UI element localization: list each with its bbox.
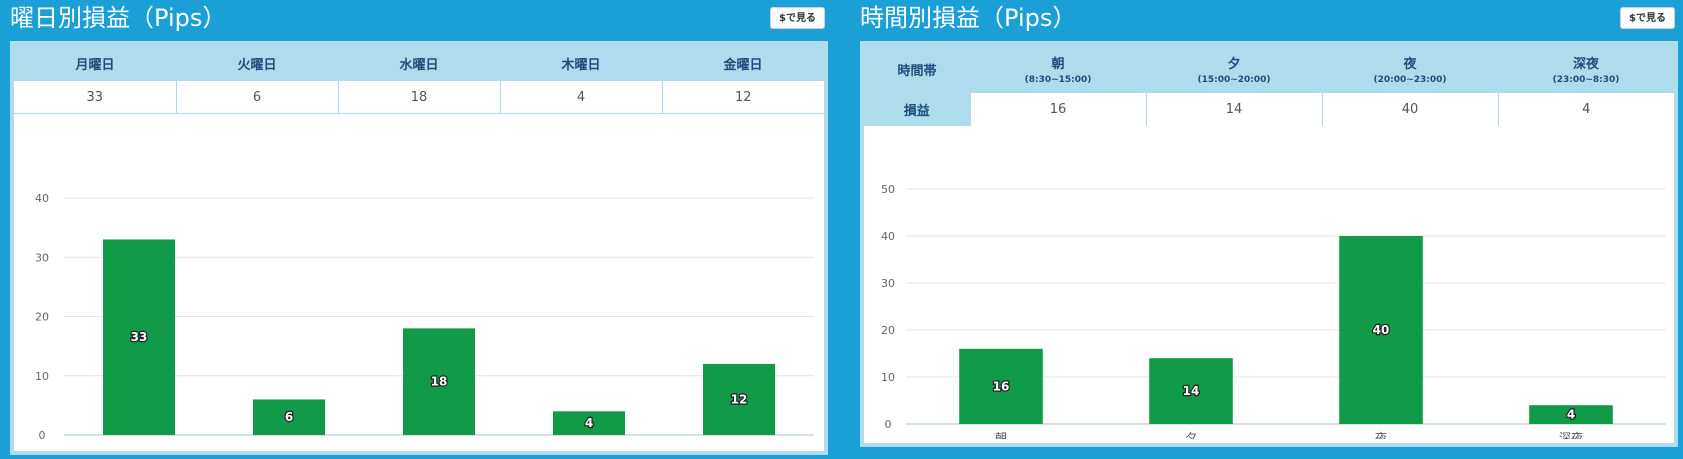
weekday-value-thu: 4	[499, 81, 662, 114]
y-tick-label: 10	[881, 371, 895, 384]
bar-data-label: 6	[285, 410, 293, 424]
category-label: 深夜	[1559, 430, 1583, 439]
timeslot-value-night: 40	[1321, 93, 1498, 126]
weekday-usd-button[interactable]: $で見る	[770, 7, 825, 29]
bar	[1149, 358, 1233, 424]
grid	[906, 188, 1666, 425]
timeslot-card: 時間帯 朝 (8:30~15:00) 夕 (15:00~20:00) 夜 (20…	[860, 41, 1678, 447]
y-tick-label: 20	[35, 311, 49, 324]
weekday-panel-title: 曜日別損益（Pips）	[10, 4, 227, 32]
y-tick-label: 40	[35, 192, 49, 205]
bar-data-label: 12	[731, 392, 748, 406]
category-label: 朝	[995, 431, 1007, 439]
bar	[1339, 236, 1423, 424]
bar-data-label: 16	[993, 379, 1010, 393]
bar-data-label: 18	[431, 375, 448, 389]
timeslot-header-morning-name: 朝	[1051, 57, 1065, 72]
weekday-header-fri: 金曜日	[662, 45, 824, 81]
timeslot-header-latenight: 深夜 (23:00~8:30)	[1498, 45, 1674, 93]
weekday-summary-table: 月曜日 火曜日 水曜日 木曜日 金曜日 33 6 18 4 12	[14, 45, 824, 114]
timeslot-value-morning: 16	[969, 93, 1146, 126]
bar-data-label: 40	[1373, 323, 1390, 337]
weekday-value-mon: 33	[14, 81, 176, 114]
weekday-header-tue: 火曜日	[176, 45, 338, 81]
timeslot-header-night-name: 夜	[1403, 57, 1417, 72]
y-tick-label: 50	[881, 183, 895, 196]
bar	[253, 399, 325, 435]
timeslot-header-night-range: (20:00~23:00)	[1373, 75, 1447, 85]
bar	[553, 411, 625, 435]
timeslot-header-latenight-name: 深夜	[1572, 57, 1599, 72]
timeslot-header-night: 夜 (20:00~23:00)	[1322, 45, 1498, 93]
y-tick-label: 30	[35, 251, 49, 264]
timeslot-header-latenight-range: (23:00~8:30)	[1552, 75, 1620, 85]
timeslot-header-evening-name: 夕	[1227, 57, 1241, 72]
timeslot-usd-button[interactable]: $で見る	[1620, 7, 1675, 29]
y-tick-label: 0	[39, 429, 46, 441]
bar-data-label: 4	[1567, 408, 1575, 422]
bar	[403, 328, 475, 435]
weekday-header-mon: 月曜日	[14, 45, 176, 81]
weekday-bar-chart: 01020304033月6火18水4木12金	[35, 192, 814, 441]
bar-data-label: 14	[1183, 384, 1200, 398]
timeslot-header-evening: 夕 (15:00~20:00)	[1146, 45, 1322, 93]
y-tick-label: 20	[881, 324, 895, 337]
weekday-value-fri: 12	[661, 81, 824, 114]
weekday-card: 月曜日 火曜日 水曜日 木曜日 金曜日 33 6 18 4 12 0 10 20 30…	[10, 41, 828, 455]
timeslot-header-morning-range: (8:30~15:00)	[1024, 75, 1092, 85]
timeslot-corner-label: 時間帯	[864, 45, 970, 93]
y-tick-label: 30	[881, 277, 895, 290]
timeslot-header-morning: 朝 (8:30~15:00)	[970, 45, 1146, 93]
y-tick-label: 40	[881, 230, 895, 243]
y-tick-label: 0	[885, 418, 892, 431]
weekday-header-wed: 水曜日	[338, 45, 500, 81]
timeslot-panel-title: 時間別損益（Pips）	[860, 4, 1077, 32]
bar-data-label: 33	[131, 330, 148, 344]
weekday-value-tue: 6	[175, 81, 338, 114]
bar	[703, 363, 775, 435]
bar	[103, 239, 175, 435]
bar	[959, 348, 1043, 424]
timeslot-value-evening: 14	[1145, 93, 1322, 126]
bar-data-label: 4	[585, 416, 593, 430]
timeslot-header-evening-range: (15:00~20:00)	[1197, 75, 1271, 85]
category-label: 夜	[1375, 430, 1387, 439]
y-tick-label: 10	[35, 370, 49, 383]
weekday-header-thu: 木曜日	[500, 45, 662, 81]
timeslot-value-latenight: 4	[1497, 93, 1674, 126]
timeslot-bar-chart: 0 10 20 30 40 50 16 朝 14 夕 40 夜 4 深夜	[881, 183, 1666, 439]
timeslot-row-label: 損益	[864, 93, 970, 126]
bar	[1529, 405, 1613, 424]
timeslot-summary-table: 時間帯 朝 (8:30~15:00) 夕 (15:00~20:00) 夜 (20…	[864, 45, 1674, 126]
weekday-value-wed: 18	[337, 81, 500, 114]
category-label: 夕	[1185, 431, 1197, 439]
